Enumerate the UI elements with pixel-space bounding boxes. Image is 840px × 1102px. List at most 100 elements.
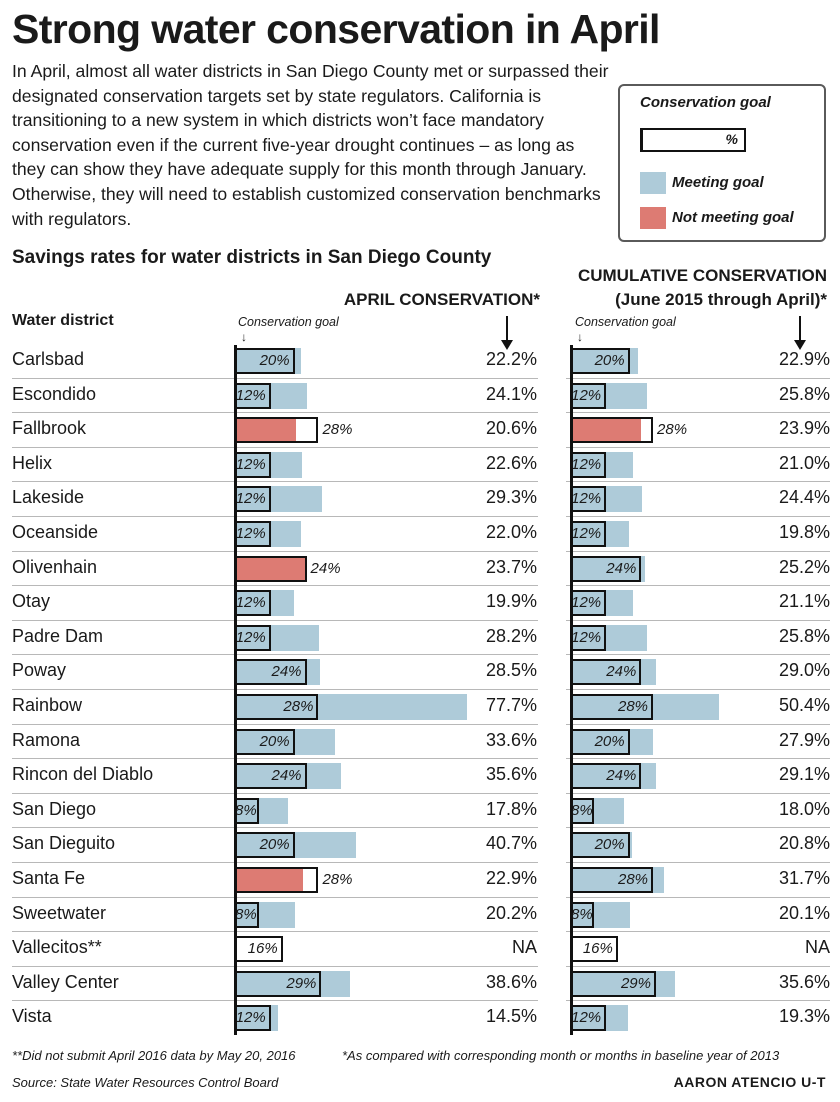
- april-goal-label: 16%: [247, 940, 278, 958]
- source-line: Source: State Water Resources Control Bo…: [12, 1075, 279, 1090]
- district-name: Rincon del Diablo: [12, 764, 154, 785]
- cumulative-goal-label: 12%: [571, 455, 602, 473]
- april-bar: [235, 486, 323, 513]
- april-bar: [235, 832, 357, 859]
- legend-not-meeting-label: Not meeting goal: [672, 209, 794, 226]
- april-arrow-icon: [506, 316, 508, 342]
- april-bar: [235, 624, 320, 651]
- cumulative-value: 23.9%: [778, 418, 830, 439]
- april-value: 22.0%: [485, 522, 537, 542]
- april-value: 17.8%: [485, 798, 537, 819]
- row-divider: [12, 723, 538, 725]
- row-divider: [12, 412, 538, 414]
- row-divider: [566, 965, 830, 967]
- legend-not-meeting-swatch: [640, 207, 666, 229]
- april-goal-label: 20%: [259, 732, 290, 750]
- cumulative-value: 18.0%: [778, 798, 830, 819]
- legend-title: Conservation goal: [640, 94, 771, 111]
- row-divider: [12, 446, 538, 448]
- april-arrow-head-icon: [501, 340, 513, 350]
- cumulative-value: 20.8%: [778, 833, 830, 854]
- april-goal-label: 28%: [283, 698, 314, 715]
- cumulative-value: 20.1%: [778, 902, 830, 923]
- row-divider: [12, 758, 538, 760]
- april-goal-label: 24%: [271, 767, 302, 785]
- cumulative-column-header-line2: (June 2015 through April)*: [615, 290, 827, 309]
- cumulative-bar: [571, 417, 642, 444]
- cumulative-bar: [571, 797, 624, 824]
- cumulative-value: 29.0%: [778, 660, 830, 681]
- row-divider: [12, 896, 538, 898]
- april-bar: [235, 867, 304, 893]
- row-divider: [12, 377, 538, 379]
- district-name: Olivenhain: [12, 556, 98, 577]
- april-value: 28.5%: [485, 660, 537, 681]
- cumulative-value: 21.1%: [778, 591, 830, 612]
- april-goal-label: 28%: [322, 421, 353, 439]
- april-bar: [235, 970, 351, 997]
- cumulative-goal-label: 24%: [606, 663, 637, 681]
- cumulative-bar: [571, 486, 643, 513]
- cumulative-goal-label: 20%: [594, 352, 625, 369]
- april-bar: [235, 521, 301, 547]
- district-name: Santa Fe: [12, 868, 86, 888]
- district-name: Vista: [12, 1006, 52, 1027]
- row-divider: [566, 550, 830, 552]
- credit-line: AARON ATENCIO U-T: [673, 1074, 826, 1090]
- headline: Strong water conservation in April: [12, 6, 660, 52]
- row-divider: [566, 585, 830, 587]
- cumulative-bar: [571, 451, 633, 478]
- row-divider: [566, 1000, 830, 1002]
- district-name: Valley Center: [12, 971, 119, 992]
- april-goal-note: Conservation goal: [238, 315, 339, 329]
- cumulative-arrow-head-icon: [794, 340, 806, 350]
- april-goal-label: 20%: [259, 352, 290, 369]
- cumulative-value: 29.1%: [778, 764, 830, 785]
- april-bar: [235, 555, 306, 582]
- row-divider: [12, 792, 538, 794]
- district-name: Vallecitos**: [12, 937, 102, 958]
- cumulative-value: 24.4%: [778, 487, 830, 508]
- cumulative-value: 25.8%: [778, 625, 830, 646]
- row-divider: [12, 1000, 538, 1002]
- april-goal-label: 12%: [235, 594, 266, 612]
- april-bar: [235, 1005, 279, 1032]
- district-name: Oceanside: [12, 522, 99, 542]
- row-divider: [566, 412, 830, 414]
- cumulative-bar: [571, 970, 676, 997]
- row-divider: [566, 862, 830, 863]
- legend-percent-sign: %: [725, 131, 738, 147]
- april-goal-label: 12%: [235, 628, 266, 646]
- april-value: 20.2%: [485, 902, 537, 923]
- cumulative-value: 25.8%: [778, 383, 830, 404]
- cumulative-value: 35.6%: [778, 971, 830, 992]
- cumulative-bar: [571, 867, 664, 893]
- row-divider: [566, 619, 830, 621]
- row-divider: [566, 931, 830, 933]
- row-divider: [12, 862, 538, 863]
- cumulative-goal-label: 28%: [657, 421, 688, 439]
- april-goal-label: 8%: [235, 905, 257, 923]
- april-goal-label: 12%: [235, 386, 266, 404]
- cumulative-value: 19.3%: [778, 1006, 830, 1027]
- april-bar: [235, 763, 342, 790]
- april-bar: [235, 694, 467, 720]
- cumulative-goal-label: 20%: [594, 836, 625, 854]
- april-goal-label: 12%: [235, 1009, 266, 1027]
- district-name: Ramona: [12, 729, 81, 750]
- cumulative-goal-box: [571, 417, 654, 444]
- cumulative-axis: [570, 345, 573, 1035]
- cumulative-goal-label: 24%: [606, 559, 637, 577]
- cumulative-bar: [571, 694, 719, 720]
- cumulative-goal-label: 12%: [571, 525, 602, 542]
- legend-meeting-swatch: [640, 172, 666, 194]
- april-bar: [235, 901, 296, 928]
- cumulative-goal-label: 16%: [582, 940, 613, 958]
- cumulative-bar: [571, 763, 657, 790]
- row-divider: [12, 689, 538, 690]
- cumulative-goal-note: Conservation goal: [575, 315, 676, 329]
- row-divider: [566, 758, 830, 760]
- april-goal-label: 12%: [235, 525, 266, 542]
- chart-subhead: Savings rates for water districts in San…: [12, 247, 492, 268]
- cumulative-goal-pointer-icon: ↓: [577, 330, 583, 344]
